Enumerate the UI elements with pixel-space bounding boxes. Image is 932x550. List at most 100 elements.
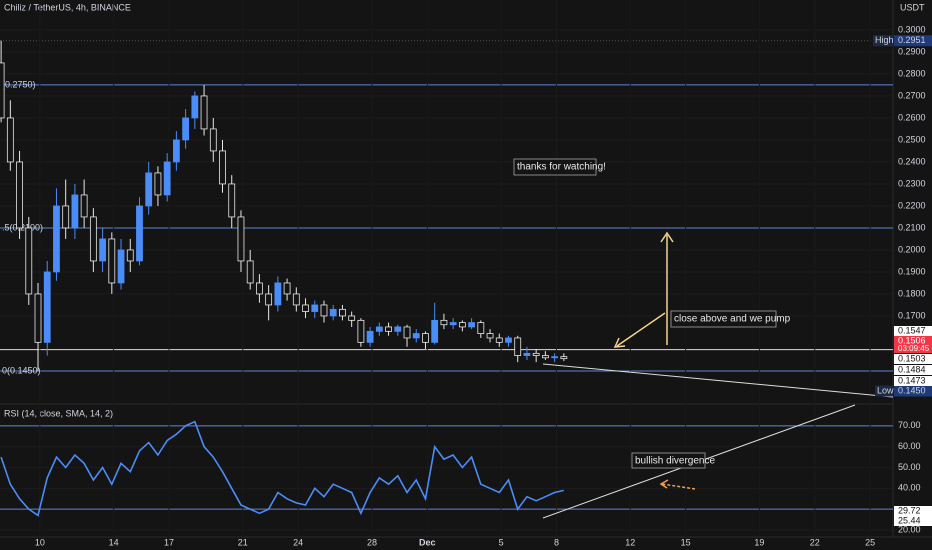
y-tick-label: 0.2200 [898, 200, 926, 210]
arrow-head [660, 231, 674, 243]
trendline [542, 363, 894, 398]
candle-body [329, 308, 337, 317]
candle-body [385, 326, 392, 332]
candle-body [200, 95, 208, 130]
candle-body [246, 260, 254, 284]
unit-label: USDT [900, 2, 925, 12]
candle-body [412, 333, 420, 339]
x-tick-label: 15 [681, 537, 691, 547]
candle-body [458, 322, 466, 328]
y-tick-label: 40.00 [898, 483, 921, 493]
y-tick-label: 0.2800 [898, 68, 926, 78]
x-tick-label: 21 [238, 537, 248, 547]
x-tick-label: 24 [293, 537, 303, 547]
y-tick-label: 70.00 [898, 420, 921, 430]
low-label: 0.1450 [898, 385, 926, 395]
arrow-head [659, 479, 669, 489]
candle-body [505, 337, 512, 343]
candle-body [468, 322, 475, 328]
price-label: 0.1473 [898, 375, 926, 385]
candle-body [117, 249, 125, 284]
candle-body [80, 194, 88, 218]
candle-body [71, 194, 79, 229]
candle-body [6, 117, 14, 163]
candle-body [339, 308, 346, 317]
x-tick-label: 10 [35, 537, 45, 547]
candle-body [126, 249, 134, 262]
high-name: High [875, 35, 894, 45]
arrow-head [613, 337, 626, 348]
countdown: 03:09:45 [898, 344, 930, 353]
y-tick-label: 0.1900 [898, 266, 926, 276]
candle-body [403, 326, 411, 339]
candle-body [53, 205, 60, 273]
y-tick-label: 0.1700 [898, 310, 926, 320]
annotation: bullish divergence [635, 456, 715, 467]
candle-body [89, 216, 97, 262]
high-name-box [873, 35, 893, 47]
y-tick-label: 50.00 [898, 462, 921, 472]
price-label: 0.1503 [898, 353, 926, 363]
candle-body [228, 183, 236, 218]
candle-body [154, 172, 162, 196]
candle-body [283, 282, 291, 295]
high-box [894, 35, 932, 47]
candle-body [311, 304, 319, 312]
candle-body [366, 330, 374, 343]
candle-body [551, 356, 559, 359]
y-tick-label: 20.00 [898, 524, 921, 534]
y-tick-label: 0.2300 [898, 178, 926, 188]
y-tick-label: 0.2700 [898, 90, 926, 100]
x-tick-label: 17 [164, 537, 174, 547]
price-label-box [894, 376, 932, 386]
rsi-arrow [661, 483, 696, 490]
fib-label: 0(0.1450) [2, 365, 41, 375]
candle-body [394, 326, 402, 332]
candle-body [523, 352, 531, 356]
candle-body [274, 282, 282, 306]
annotation: thanks for watching! [517, 162, 606, 173]
candle-body [172, 139, 180, 163]
x-tick-label: 28 [367, 537, 377, 547]
candle-body [477, 322, 485, 334]
low-name: Low [877, 385, 894, 395]
price-label-box [894, 336, 932, 353]
candle-body [320, 304, 328, 317]
y-tick-label: 0.2100 [898, 222, 926, 232]
annotation: close above and we pump [674, 314, 791, 325]
rsi-title: RSI (14, close, SMA, 14, 2) [4, 408, 113, 418]
candle-body [219, 150, 226, 185]
candle-body [256, 282, 263, 295]
annotation-box [513, 158, 597, 176]
annotation-box [670, 310, 777, 328]
y-tick-label: 0.2900 [898, 46, 926, 56]
price-label: 0.1506 [898, 335, 926, 345]
candle-body [43, 271, 51, 343]
fib-label: (0.2750) [2, 79, 36, 89]
low-box [894, 385, 932, 397]
rsi-value-label: 25.44 [898, 515, 921, 525]
candle-body [422, 333, 429, 343]
price-label-box [894, 326, 932, 336]
y-tick-label: 0.3000 [898, 24, 926, 34]
y-tick-label: 0.1800 [898, 288, 926, 298]
rsi-line [0, 420, 564, 517]
rsi-value-label: 29.72 [898, 505, 921, 515]
candle-body [191, 95, 199, 119]
rsi-value-box [894, 506, 932, 516]
x-tick-label: 12 [625, 537, 635, 547]
chart-title: Chiliz / TetherUS, 4h, BINANCE [4, 2, 131, 12]
candle-body [532, 352, 540, 356]
annotation-box [631, 452, 706, 469]
candle-body [237, 216, 245, 262]
candle-body [108, 238, 116, 284]
candle-body [99, 238, 106, 262]
candle-body [145, 172, 153, 207]
candle-body [265, 293, 273, 306]
x-tick-label: 5 [499, 537, 504, 547]
candle-body [182, 117, 190, 141]
candle-body [431, 319, 439, 343]
price-label: 0.1484 [898, 364, 926, 374]
candle-body [375, 326, 383, 332]
candle-body [486, 333, 494, 339]
